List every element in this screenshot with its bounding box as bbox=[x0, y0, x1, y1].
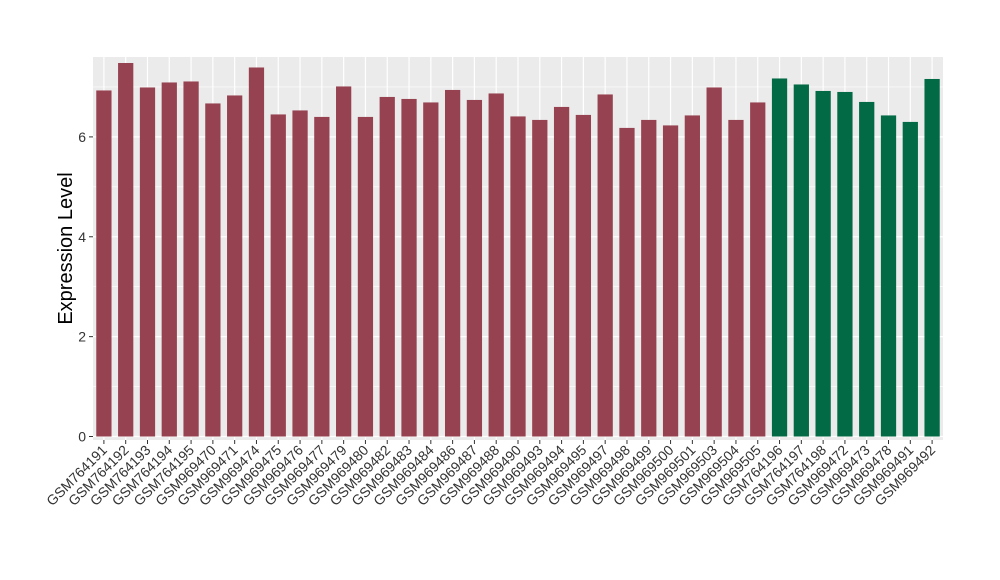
bar-GSM764191 bbox=[96, 90, 112, 437]
bar-GSM969501 bbox=[684, 115, 700, 437]
bar-GSM969475 bbox=[270, 114, 286, 437]
y-tick-label: 2 bbox=[78, 329, 86, 345]
y-tick-label: 6 bbox=[78, 129, 86, 145]
bar-GSM969474 bbox=[248, 67, 265, 437]
bar-GSM969477 bbox=[314, 116, 330, 437]
bar-GSM969472 bbox=[837, 91, 853, 437]
y-tick-label: 0 bbox=[78, 429, 86, 445]
bar-GSM969499 bbox=[641, 119, 657, 437]
bar-GSM764195 bbox=[183, 81, 199, 437]
bar-GSM764196 bbox=[771, 78, 788, 437]
bar-GSM969479 bbox=[336, 86, 352, 437]
bar-GSM969478 bbox=[880, 115, 897, 437]
bar-GSM969491 bbox=[902, 121, 918, 437]
bar-GSM764192 bbox=[118, 62, 134, 437]
bar-GSM969497 bbox=[597, 94, 613, 437]
bar-GSM969483 bbox=[401, 98, 417, 437]
bar-GSM969476 bbox=[292, 110, 308, 437]
bar-GSM969484 bbox=[423, 102, 439, 437]
x-axis: GSM764191GSM764192GSM764193GSM764194GSM7… bbox=[43, 440, 938, 509]
bar-GSM969504 bbox=[728, 119, 744, 437]
bar-GSM969473 bbox=[859, 101, 875, 437]
bar-GSM969470 bbox=[205, 103, 221, 437]
bar-GSM969487 bbox=[466, 99, 483, 437]
bar-GSM969471 bbox=[227, 95, 243, 437]
bar-GSM764193 bbox=[139, 87, 156, 437]
bar-GSM969495 bbox=[575, 114, 592, 437]
bar-GSM969503 bbox=[706, 87, 722, 437]
bar-GSM969498 bbox=[619, 127, 635, 437]
bar-GSM969494 bbox=[553, 106, 570, 437]
bar-GSM969490 bbox=[510, 116, 526, 437]
bar-GSM764194 bbox=[161, 82, 177, 437]
bar-GSM764197 bbox=[793, 84, 809, 437]
bar-GSM969492 bbox=[924, 78, 940, 437]
bar-GSM969480 bbox=[357, 116, 374, 437]
y-tick-label: 4 bbox=[78, 229, 86, 245]
y-axis: 0 2 4 6 bbox=[78, 129, 93, 445]
bar-GSM969486 bbox=[444, 89, 461, 437]
bar-GSM969488 bbox=[488, 93, 504, 437]
y-axis-title: Expression Level bbox=[55, 172, 77, 324]
bar-GSM969493 bbox=[532, 119, 548, 437]
bar-GSM764198 bbox=[815, 90, 831, 437]
bar-GSM969500 bbox=[662, 125, 679, 437]
bar-GSM969505 bbox=[750, 102, 766, 437]
bar-GSM969482 bbox=[379, 96, 395, 437]
bars bbox=[96, 62, 940, 437]
